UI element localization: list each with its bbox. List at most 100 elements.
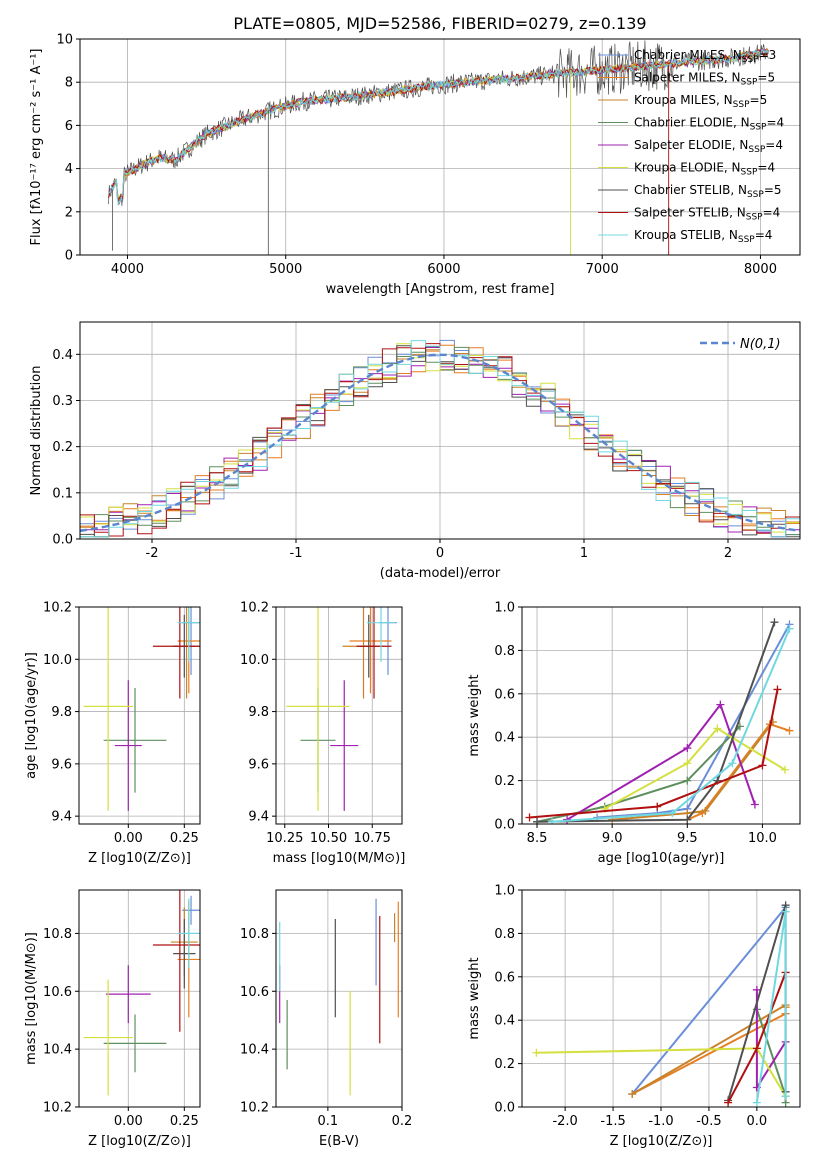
y-axis-label: age [log10(age/yr)] [24,652,39,779]
y-tick-label: 0.2 [52,440,73,455]
histogram-step [80,343,800,539]
y-tick-label: 10.4 [240,1043,269,1058]
y-tick-label: 9.6 [51,757,72,772]
y-tick-label: 10.8 [240,927,269,942]
x-tick-label: -2.0 [552,1114,577,1129]
legend-entry: Salpeter STELIB, NSSP=4 [634,206,780,223]
x-axis-label: Z [log10(Z/Z⊙)] [610,1134,713,1149]
x-axis-label: E(B-V) [319,1134,359,1149]
grid [276,890,403,1108]
grid [522,606,800,825]
legend-entry: Kroupa ELODIE, NSSP=4 [634,161,775,178]
gaussian-curve [80,353,800,533]
y-tick-label: 2 [65,205,73,220]
x-axis-label: age [log10(age/yr)] [598,851,725,866]
y-tick-label: 0.4 [494,731,515,746]
y-tick-label: 1.0 [494,884,515,899]
y-tick-label: 0.2 [494,1057,515,1072]
axes-6: 0.1 0.2 10.2 10.4 10.6 10.8 E(B-V) [240,889,412,1149]
data-point [701,806,710,815]
x-tick-label: 0.00 [114,831,143,846]
axes-frame [275,606,403,825]
y-axis-label: Normed distribution [29,366,44,496]
plot-area [83,607,200,811]
x-tick-label: 2 [724,546,732,561]
x-tick-label: 10.0 [748,831,777,846]
x-axis-label: Z [log10(Z/Z⊙)] [88,851,191,866]
y-tick-label: 10.6 [43,985,72,1000]
mass-weight-line [552,628,791,823]
data-point [668,809,677,818]
y-tick-label: 10.2 [240,1101,269,1116]
data-point [752,1098,761,1107]
data-point [683,815,692,824]
x-tick-label: 0.25 [170,1114,199,1129]
data-point [770,618,779,627]
y-tick-label: 9.4 [51,810,72,825]
y-tick-label: 8 [65,76,73,91]
data-point [781,907,790,916]
data-point [716,700,725,709]
data-point [728,759,737,768]
y-tick-label: 0 [65,249,73,264]
plot-area [532,901,790,1107]
data-point [752,985,761,994]
mass-weight-line [604,727,786,810]
y-tick-label: 6 [65,119,73,134]
plot-area [279,898,399,1096]
y-tick-label: 10.4 [43,1043,72,1058]
y-tick-label: 0.4 [494,1014,515,1029]
x-axis-label: mass [log10(M/M⊙)] [273,851,406,866]
data-point [653,802,662,811]
x-tick-label: 0.1 [318,1114,339,1129]
data-point [724,1098,733,1107]
plot-area [83,890,200,1096]
mass-weight-line [566,702,756,821]
legend-entry: Chabrier MILES, NSSP=3 [634,48,776,65]
axes-2: 0.00 0.25 9.4 9.6 9.8 10.0 10.2 Z [log10(Z/Z⊙)]… [24,601,201,866]
y-tick-label: 10 [56,33,73,48]
x-axis-label: Z [log10(Z/Z⊙)] [88,1134,191,1149]
y-tick-label: 10.2 [43,601,72,616]
data-point [533,817,542,824]
x-tick-label: 5000 [269,262,302,277]
x-tick-label: 6000 [427,262,460,277]
data-point [752,1044,761,1053]
spectrum-line [108,40,769,206]
data-point [780,765,789,774]
y-tick-label: 4 [65,162,73,177]
spectrum-line [108,48,769,206]
axes-5: 0.00 0.25 10.2 10.4 10.6 10.8 Z [log10(Z/Z⊙)] m… [24,889,201,1149]
x-tick-label: 0.0 [747,1114,768,1129]
x-tick-label: -1.0 [648,1114,673,1129]
legend-entry: Chabrier STELIB, NSSP=5 [634,183,782,200]
axes-1: -2 -1 0 1 2 0.0 0.1 0.2 0.3 0.4 (data-model)/error… [29,321,801,581]
y-tick-label: 1.0 [494,601,515,616]
axes-0: 4000 5000 6000 7000 8000 0 2 4 6 8 10 wavelength [A… [29,33,801,297]
data-point [683,744,692,753]
data-point [785,726,794,735]
plot-area [525,618,794,824]
y-tick-label: 9.6 [248,757,269,772]
mass-weight-line [529,689,779,819]
legend-entry: Kroupa STELIB, NSSP=4 [634,228,772,245]
y-tick-label: 0.4 [52,348,73,363]
x-tick-label: 0.00 [114,1114,143,1129]
legend-entry: Kroupa MILES, NSSP=5 [634,93,767,110]
y-tick-label: 10.2 [240,601,269,616]
data-point [548,817,557,824]
mass-weight-line [597,623,791,819]
y-tick-label: 9.4 [248,810,269,825]
y-tick-label: 9.8 [51,705,72,720]
x-tick-label: 0.25 [170,831,199,846]
x-tick-label: -2 [146,546,159,561]
data-point [683,776,692,785]
y-tick-label: 10.0 [43,653,72,668]
y-tick-label: 10.0 [240,653,269,668]
legend-entry: N(0,1) [740,337,781,352]
x-tick-label: 1 [580,546,588,561]
plot-area [108,40,769,255]
y-tick-label: 0.8 [494,644,515,659]
grid [276,606,402,824]
legend: Chabrier MILES, NSSP=3 Salpeter MILES, NS… [598,48,784,245]
